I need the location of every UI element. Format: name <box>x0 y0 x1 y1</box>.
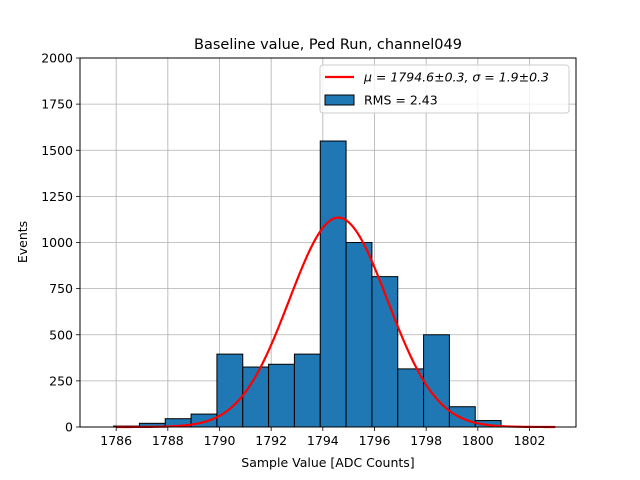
x-tick-label: 1786 <box>100 433 132 448</box>
x-tick-label: 1800 <box>462 433 494 448</box>
histogram-bar <box>293 353 321 428</box>
x-tick-label: 1788 <box>152 433 184 448</box>
y-tick-label: 750 <box>49 281 73 296</box>
chart-title: Baseline value, Ped Run, channel049 <box>194 37 462 53</box>
legend: μ = 1794.6±0.3, σ = 1.9±0.3 RMS = 2.43 <box>319 64 570 114</box>
legend-hist-label: RMS = 2.43 <box>364 93 438 108</box>
histogram-bar <box>345 242 373 428</box>
y-tick-label: 1250 <box>41 189 73 204</box>
histogram-bars <box>113 140 502 428</box>
y-tick-label: 0 <box>65 420 73 435</box>
gaussian-fit-curve <box>116 216 556 429</box>
x-axis-label: Sample Value [ADC Counts] <box>241 455 414 470</box>
legend-fit-label: μ = 1794.6±0.3, σ = 1.9±0.3 <box>363 70 549 85</box>
y-tick-label: 1750 <box>41 97 73 112</box>
x-tick-label: 1796 <box>359 433 391 448</box>
y-tick-label: 1000 <box>41 235 73 250</box>
histogram-bar <box>448 406 476 428</box>
legend-hist-swatch <box>324 94 355 106</box>
y-axis-label: Events <box>15 221 30 263</box>
histogram-bar <box>423 334 450 428</box>
x-axis-ticks: 1786 1788 1790 1792 1794 1796 1798 1800 1802 <box>100 427 545 448</box>
y-tick-label: 500 <box>49 327 73 342</box>
y-tick-label: 250 <box>49 373 73 388</box>
histogram-bar <box>268 363 295 428</box>
x-tick-label: 1794 <box>307 433 339 448</box>
histogram-bar <box>371 276 399 428</box>
histogram-bar <box>397 368 425 428</box>
y-tick-label: 1500 <box>41 143 73 158</box>
x-tick-label: 1798 <box>410 433 442 448</box>
y-axis-ticks: 0 250 500 750 1000 1250 1500 1750 2000 <box>41 51 80 435</box>
x-tick-label: 1802 <box>514 433 546 448</box>
x-tick-label: 1792 <box>255 433 287 448</box>
histogram-bar <box>319 140 347 428</box>
x-tick-label: 1790 <box>204 433 236 448</box>
y-tick-label: 2000 <box>41 51 73 66</box>
legend-box <box>319 64 570 114</box>
